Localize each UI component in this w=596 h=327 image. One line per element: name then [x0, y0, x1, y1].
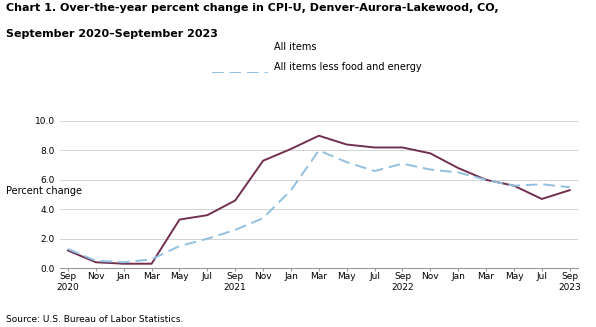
Text: All items: All items: [274, 43, 316, 52]
Text: All items less food and energy: All items less food and energy: [274, 62, 422, 72]
Text: Source: U.S. Bureau of Labor Statistics.: Source: U.S. Bureau of Labor Statistics.: [6, 315, 184, 324]
Text: Percent change: Percent change: [6, 186, 82, 196]
Text: Chart 1. Over-the-year percent change in CPI-U, Denver-Aurora-Lakewood, CO,: Chart 1. Over-the-year percent change in…: [6, 3, 499, 13]
Text: September 2020–September 2023: September 2020–September 2023: [6, 29, 218, 40]
